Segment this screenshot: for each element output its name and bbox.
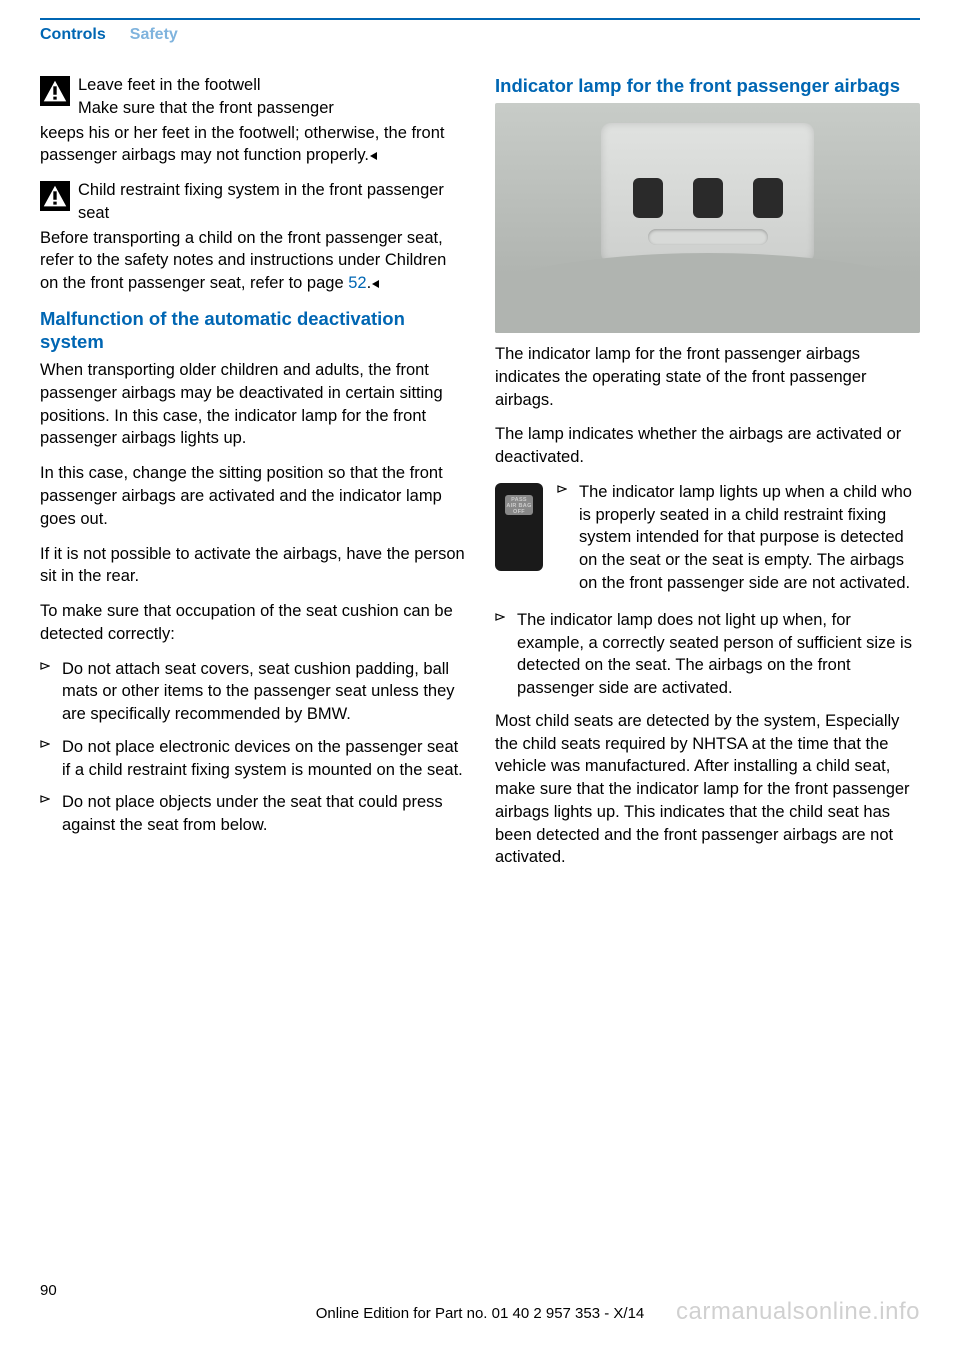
warning-child-restraint: Child restraint fixing system in the fro…	[40, 179, 465, 225]
bullet-text: Do not place objects under the seat that…	[62, 791, 465, 837]
watermark: carmanualsonline.info	[676, 1298, 920, 1326]
warning-footwell: Leave feet in the footwell Make sure tha…	[40, 74, 465, 120]
heading-malfunction: Malfunction of the automatic deactivatio…	[40, 307, 465, 353]
list-item: Do not attach seat covers, seat cushion …	[40, 658, 465, 726]
bullet-list: Do not attach seat covers, seat cushion …	[40, 658, 465, 837]
para: Most child seats are detected by the sys…	[495, 710, 920, 869]
warning-footwell-body: keeps his or her feet in the footwell; o…	[40, 122, 465, 168]
left-column: Leave feet in the footwell Make sure tha…	[40, 74, 465, 881]
warning-icon	[40, 181, 70, 211]
indicator-item: PASSAIR BAGOFF The indicator lamp lights…	[495, 481, 920, 595]
pass-airbag-off-label: PASSAIR BAGOFF	[495, 497, 543, 515]
right-column: Indicator lamp for the front passenger a…	[495, 74, 920, 881]
bullet-text: Do not place electronic devices on the p…	[62, 736, 465, 782]
para: In this case, change the sitting positio…	[40, 462, 465, 530]
warning-footwell-title: Leave feet in the footwell	[78, 76, 261, 94]
bullet-text: The indicator lamp lights up when a chil…	[579, 481, 920, 595]
page-number: 90	[40, 1282, 920, 1299]
text: Before transporting a child on the front…	[40, 229, 446, 293]
heading-indicator-lamp: Indicator lamp for the front passenger a…	[495, 74, 920, 97]
warning-footwell-body-cont: keeps his or her feet in the footwell; o…	[40, 124, 444, 165]
list-item: The indicator lamp does not light up whe…	[495, 609, 920, 700]
end-marker-icon	[371, 274, 381, 292]
warning-footwell-body-start: Make sure that the front passenger	[78, 99, 334, 117]
warning-child-restraint-body: Before transporting a child on the front…	[40, 227, 465, 295]
bullet-icon	[40, 658, 62, 726]
para: The lamp indicates whether the airbags a…	[495, 423, 920, 469]
bullet-icon	[40, 791, 62, 837]
end-marker-icon	[369, 146, 379, 164]
header-rule	[40, 18, 920, 20]
warning-footwell-text: Leave feet in the footwell Make sure tha…	[78, 74, 465, 120]
page-link-52[interactable]: 52	[348, 274, 366, 292]
breadcrumb: Controls Safety	[0, 2, 960, 44]
breadcrumb-safety: Safety	[130, 26, 178, 44]
bullet-icon	[557, 481, 579, 595]
para: When transporting older children and adu…	[40, 359, 465, 450]
breadcrumb-controls: Controls	[40, 26, 106, 44]
content-columns: Leave feet in the footwell Make sure tha…	[0, 44, 960, 881]
bullet-icon	[495, 609, 517, 700]
para: The indicator lamp for the front passeng…	[495, 343, 920, 411]
para: If it is not possible to activate the ai…	[40, 543, 465, 589]
overhead-console-image	[495, 103, 920, 333]
list-item: Do not place objects under the seat that…	[40, 791, 465, 837]
warning-child-restraint-title: Child restraint fixing system in the fro…	[78, 179, 465, 225]
pass-airbag-off-image: PASSAIR BAGOFF	[495, 483, 543, 571]
bullet-text: The indicator lamp does not light up whe…	[517, 609, 920, 700]
list-item: Do not place electronic devices on the p…	[40, 736, 465, 782]
bullet-icon	[40, 736, 62, 782]
bullet-text: Do not attach seat covers, seat cushion …	[62, 658, 465, 726]
para: To make sure that occupation of the seat…	[40, 600, 465, 646]
warning-icon	[40, 76, 70, 106]
